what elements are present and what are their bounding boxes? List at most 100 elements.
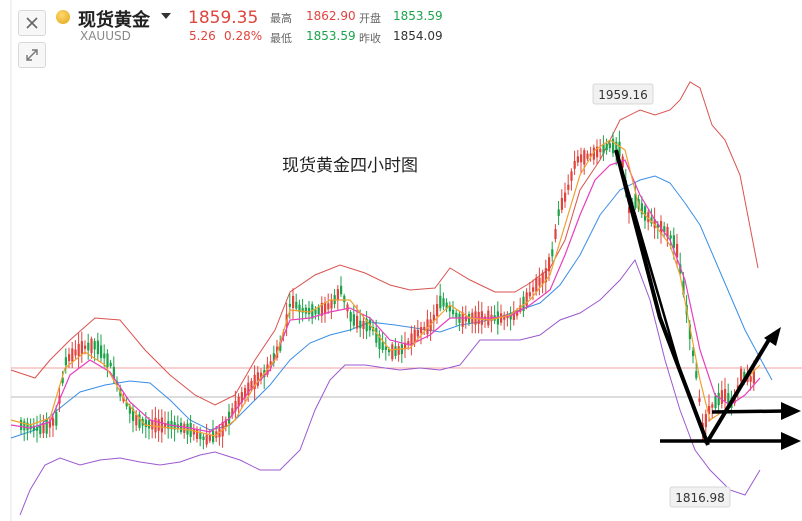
candle-body bbox=[231, 408, 234, 416]
close-button[interactable] bbox=[18, 10, 46, 36]
candle-body bbox=[503, 314, 506, 320]
candle-body bbox=[410, 333, 413, 346]
candle-body bbox=[100, 345, 103, 358]
candle-body bbox=[269, 361, 272, 367]
candle-body bbox=[349, 312, 352, 322]
collapse-button[interactable] bbox=[18, 42, 46, 68]
candle-body bbox=[132, 409, 135, 421]
candle-body bbox=[397, 346, 400, 355]
open-value: 1853.59 bbox=[393, 9, 443, 23]
candle-body bbox=[381, 342, 384, 350]
candle-body bbox=[567, 184, 570, 190]
candle-body bbox=[436, 304, 439, 316]
candle-body bbox=[570, 171, 573, 181]
candle-body bbox=[314, 309, 317, 315]
candle-body bbox=[564, 192, 567, 202]
ma-pink bbox=[10, 159, 761, 433]
gold-coin-icon bbox=[56, 10, 70, 24]
candle-body bbox=[714, 395, 717, 409]
min-price-text: 1816.98 bbox=[675, 491, 725, 505]
candle-body bbox=[352, 314, 355, 326]
candle-body bbox=[528, 292, 531, 297]
candle-body bbox=[752, 370, 755, 384]
candle-body bbox=[234, 400, 237, 412]
candle-body bbox=[695, 371, 698, 379]
candle-body bbox=[87, 342, 90, 351]
candle-body bbox=[64, 357, 67, 366]
candle-body bbox=[138, 414, 141, 428]
ma-orange bbox=[10, 139, 761, 437]
candle-body bbox=[208, 435, 211, 441]
candle-body bbox=[672, 235, 675, 249]
candle-body bbox=[288, 303, 291, 307]
chevron-down-icon[interactable] bbox=[161, 13, 171, 19]
candle-body bbox=[308, 308, 311, 315]
candle-body bbox=[548, 257, 551, 272]
candle-body bbox=[589, 153, 592, 157]
candle-body bbox=[36, 427, 39, 431]
decline-arrow-head bbox=[616, 155, 682, 371]
candle-body bbox=[669, 235, 672, 239]
flat-arrow-upper-shaft bbox=[711, 409, 787, 414]
candle-body bbox=[420, 327, 423, 333]
candle-body bbox=[698, 398, 701, 402]
open-label: 开盘 bbox=[359, 12, 381, 25]
candle-body bbox=[740, 368, 743, 382]
collapse-arrows-icon bbox=[26, 49, 38, 61]
candle-body bbox=[52, 418, 55, 426]
candle-body bbox=[394, 346, 397, 357]
candle-body bbox=[205, 434, 208, 445]
last-price: 1859.35 bbox=[188, 8, 259, 28]
candle-body bbox=[23, 421, 26, 431]
candle-body bbox=[42, 423, 45, 434]
candle-body bbox=[250, 380, 253, 389]
candle-body bbox=[688, 324, 691, 340]
candle-body bbox=[196, 429, 199, 439]
candle-body bbox=[164, 423, 167, 427]
candle-body bbox=[605, 144, 608, 151]
rebound-arrow-head bbox=[764, 327, 781, 346]
candle-body bbox=[429, 319, 432, 331]
quote-header: 现货黄金 XAUUSD 1859.35 5.26 0.28% 最高 1862.9… bbox=[0, 0, 802, 46]
candle-body bbox=[359, 320, 362, 329]
candle-body bbox=[304, 307, 307, 314]
candle-body bbox=[461, 312, 464, 327]
candle-body bbox=[596, 146, 599, 158]
candle-body bbox=[330, 300, 333, 309]
candle-body bbox=[125, 402, 128, 407]
instrument-name[interactable]: 现货黄金 bbox=[78, 10, 150, 31]
candle-body bbox=[240, 392, 243, 403]
candle-body bbox=[724, 389, 727, 401]
candle-body bbox=[311, 304, 314, 319]
candle-body bbox=[602, 144, 605, 154]
candle-body bbox=[391, 344, 394, 360]
chart-annotation: 现货黄金四小时图 bbox=[282, 156, 418, 176]
candle-body bbox=[298, 304, 301, 313]
candle-body bbox=[532, 287, 535, 292]
candle-body bbox=[618, 141, 621, 157]
candle-body bbox=[663, 226, 666, 232]
candle-body bbox=[55, 411, 58, 426]
candle-body bbox=[544, 268, 547, 283]
candle-body bbox=[106, 353, 109, 367]
candle-body bbox=[186, 423, 189, 435]
candle-body bbox=[93, 341, 96, 350]
candle-body bbox=[560, 198, 563, 210]
candle-body bbox=[647, 212, 650, 223]
candle-body bbox=[711, 404, 714, 408]
candle-body bbox=[717, 392, 720, 406]
candle-body bbox=[749, 376, 752, 382]
candle-body bbox=[464, 316, 467, 322]
candle-body bbox=[378, 334, 381, 349]
candle-body bbox=[541, 272, 544, 285]
candle-body bbox=[45, 418, 48, 434]
candle-body bbox=[557, 209, 560, 216]
candle-body bbox=[135, 414, 138, 426]
candle-body bbox=[621, 156, 624, 168]
candle-body bbox=[653, 219, 656, 229]
price-change: 5.26 bbox=[189, 29, 216, 43]
candle-body bbox=[512, 310, 515, 321]
candle-body bbox=[61, 377, 64, 384]
candle-body bbox=[455, 312, 458, 318]
